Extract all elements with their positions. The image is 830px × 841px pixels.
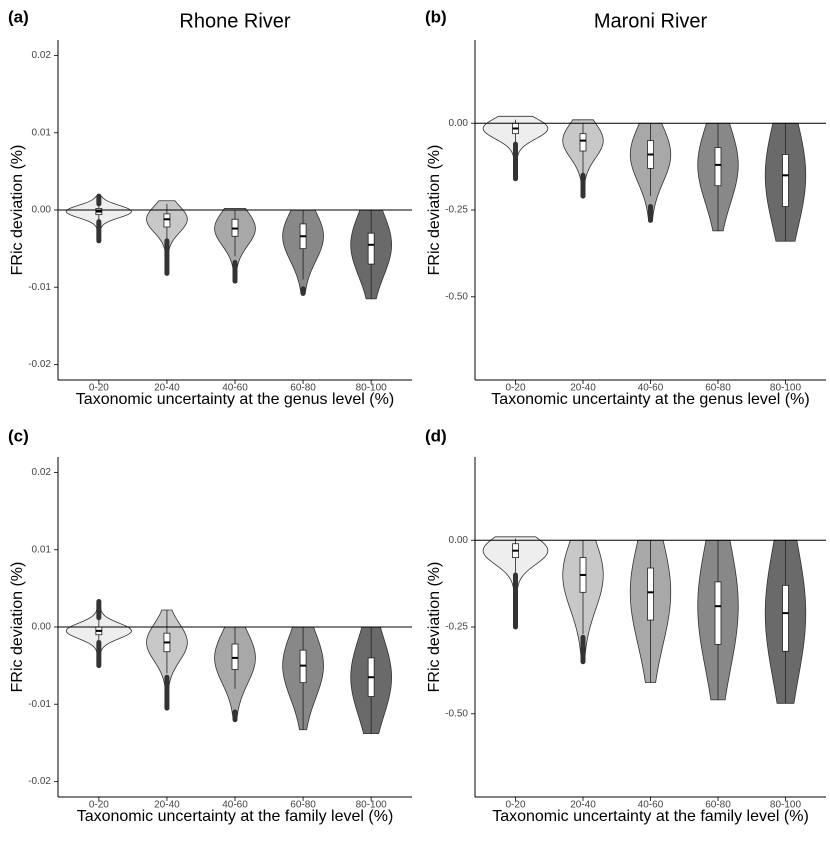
y-tick-label: -0.50 [445, 291, 468, 302]
box [163, 213, 171, 228]
y-tick-label: 0.00 [449, 118, 469, 129]
y-tick-label: -0.02 [28, 776, 51, 787]
box [782, 584, 789, 652]
panel-title: Maroni River [594, 10, 708, 32]
x-tick-label: 60-80 [705, 800, 731, 811]
y-tick-label: 0.00 [32, 205, 52, 216]
x-tick-label: 0-20 [89, 383, 109, 394]
y-tick-label: -0.25 [445, 205, 468, 216]
box [579, 133, 587, 152]
x-tick-label: 80-100 [356, 383, 388, 394]
y-axis-label: FRic deviation (%) [426, 562, 443, 693]
y-tick-label: 0.00 [449, 535, 469, 546]
x-tick-label: 80-100 [770, 800, 802, 811]
panel-title: Rhone River [179, 10, 291, 32]
x-tick-label: 60-80 [705, 383, 731, 394]
y-tick-label: 0.02 [32, 50, 52, 61]
x-tick-label: 20-40 [570, 800, 596, 811]
box [647, 567, 654, 621]
x-tick-label: 80-100 [356, 800, 388, 811]
box [231, 643, 239, 670]
box [367, 232, 375, 265]
x-axis-label: Taxonomic uncertainty at the genus level… [76, 391, 394, 408]
box [714, 581, 722, 645]
x-tick-label: 20-40 [154, 383, 180, 394]
y-tick-label: 0.01 [32, 544, 52, 555]
panel-label: (b) [425, 7, 447, 26]
y-tick-label: -0.25 [445, 622, 468, 633]
x-tick-label: 80-100 [770, 383, 802, 394]
x-tick-label: 0-20 [505, 383, 525, 394]
y-tick-label: -0.01 [28, 699, 51, 710]
panel-label: (a) [8, 7, 29, 26]
x-tick-label: 60-80 [290, 800, 316, 811]
y-tick-label: -0.02 [28, 359, 51, 370]
y-axis-label: FRic deviation (%) [9, 145, 26, 276]
y-tick-label: -0.01 [28, 282, 51, 293]
x-tick-label: 60-80 [290, 383, 316, 394]
box [714, 147, 722, 187]
x-tick-label: 0-20 [505, 800, 525, 811]
panel-label: (c) [8, 426, 29, 445]
box [782, 154, 789, 207]
y-tick-label: 0.00 [32, 622, 52, 633]
x-tick-label: 40-60 [638, 800, 664, 811]
panel-label: (d) [425, 426, 447, 445]
x-tick-label: 40-60 [638, 383, 664, 394]
x-axis-label: Taxonomic uncertainty at the genus level… [491, 391, 809, 408]
x-tick-label: 0-20 [89, 800, 109, 811]
x-tick-label: 40-60 [222, 383, 248, 394]
x-axis-label: Taxonomic uncertainty at the family leve… [492, 808, 809, 825]
x-tick-label: 20-40 [570, 383, 596, 394]
y-axis-label: FRic deviation (%) [426, 145, 443, 276]
x-tick-label: 40-60 [222, 800, 248, 811]
y-axis-label: FRic deviation (%) [9, 562, 26, 693]
y-tick-label: 0.02 [32, 467, 52, 478]
y-tick-label: 0.01 [32, 127, 52, 138]
x-axis-label: Taxonomic uncertainty at the family leve… [77, 808, 394, 825]
y-tick-label: -0.50 [445, 708, 468, 719]
x-tick-label: 20-40 [154, 800, 180, 811]
